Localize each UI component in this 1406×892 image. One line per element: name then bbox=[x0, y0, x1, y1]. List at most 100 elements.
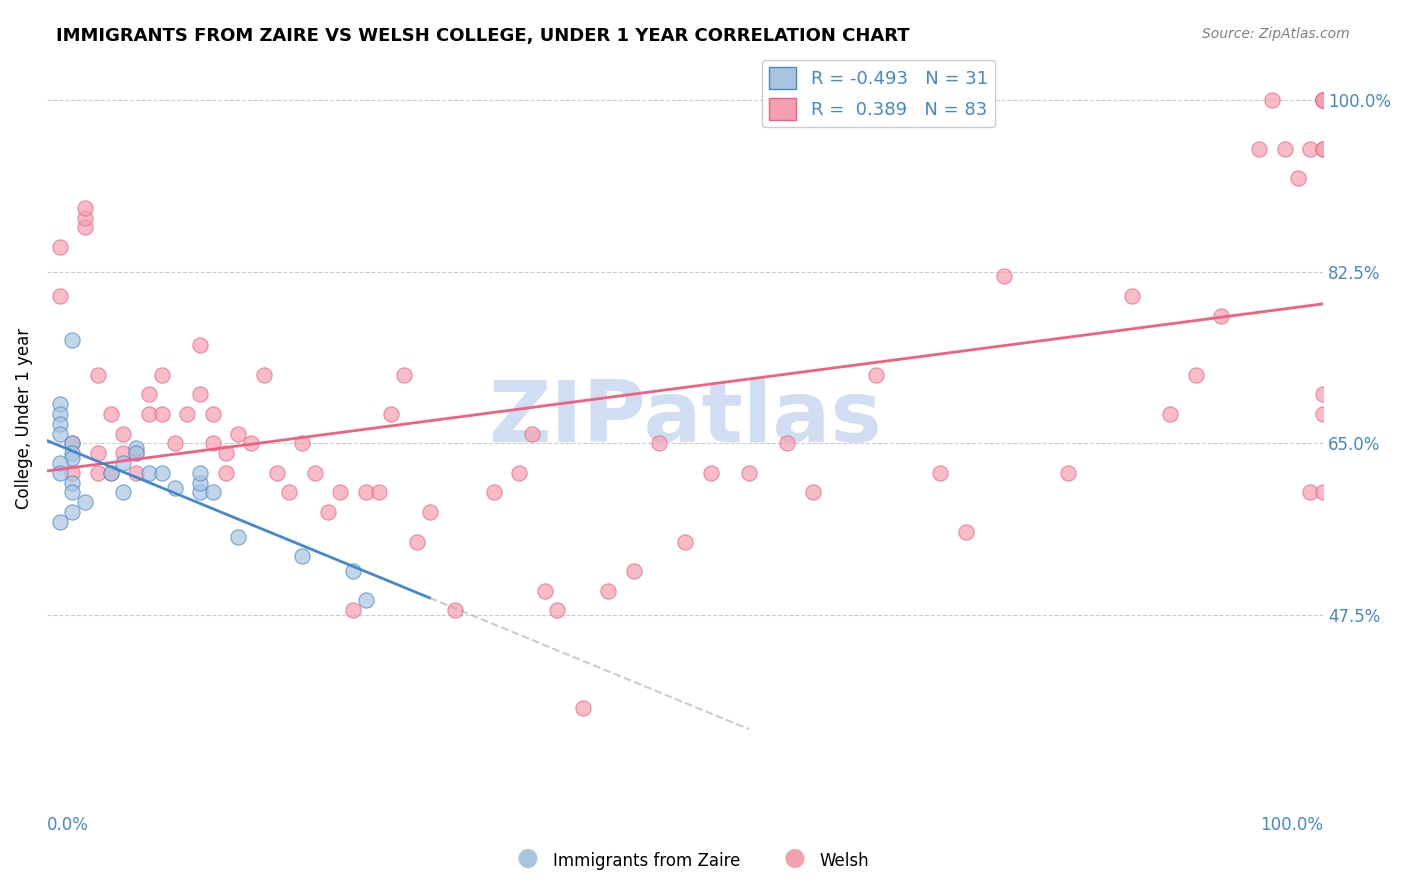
Point bbox=[201, 436, 224, 450]
Point bbox=[1184, 368, 1206, 382]
Point bbox=[394, 368, 416, 382]
Point bbox=[865, 368, 887, 382]
Point bbox=[304, 466, 326, 480]
Text: IMMIGRANTS FROM ZAIRE VS WELSH COLLEGE, UNDER 1 YEAR CORRELATION CHART: IMMIGRANTS FROM ZAIRE VS WELSH COLLEGE, … bbox=[56, 27, 910, 45]
Point bbox=[62, 436, 84, 450]
Point bbox=[48, 240, 70, 254]
Point bbox=[329, 485, 352, 500]
Legend: R = -0.493   N = 31, R =  0.389   N = 83: R = -0.493 N = 31, R = 0.389 N = 83 bbox=[762, 60, 995, 128]
Point bbox=[291, 436, 314, 450]
Point bbox=[533, 583, 555, 598]
Point bbox=[48, 407, 70, 421]
Text: 0.0%: 0.0% bbox=[46, 816, 89, 834]
Point bbox=[955, 524, 977, 539]
Point bbox=[62, 446, 84, 460]
Point bbox=[1261, 93, 1284, 107]
Point bbox=[188, 475, 211, 490]
Point bbox=[188, 387, 211, 401]
Point bbox=[1312, 93, 1334, 107]
Point bbox=[150, 466, 173, 480]
Point bbox=[1299, 142, 1322, 156]
Text: Source: ZipAtlas.com: Source: ZipAtlas.com bbox=[1202, 27, 1350, 41]
Point bbox=[214, 446, 236, 460]
Point bbox=[546, 603, 568, 617]
Point bbox=[1312, 93, 1334, 107]
Point bbox=[266, 466, 288, 480]
Point bbox=[87, 446, 110, 460]
Point bbox=[228, 530, 250, 544]
Point bbox=[87, 466, 110, 480]
Point bbox=[62, 505, 84, 519]
Point bbox=[125, 446, 148, 460]
Point bbox=[48, 515, 70, 529]
Text: ●: ● bbox=[783, 846, 806, 870]
Point bbox=[1312, 93, 1334, 107]
Point bbox=[188, 485, 211, 500]
Point bbox=[125, 442, 148, 456]
Point bbox=[316, 505, 339, 519]
Point bbox=[188, 466, 211, 480]
Point bbox=[406, 534, 429, 549]
Point bbox=[48, 426, 70, 441]
Point bbox=[138, 407, 160, 421]
Point bbox=[75, 495, 97, 509]
Point bbox=[1312, 387, 1334, 401]
Point bbox=[176, 407, 198, 421]
Point bbox=[62, 485, 84, 500]
Point bbox=[482, 485, 505, 500]
Point bbox=[125, 466, 148, 480]
Point bbox=[1312, 93, 1334, 107]
Point bbox=[572, 701, 595, 715]
Point bbox=[112, 456, 135, 470]
Point bbox=[62, 436, 84, 450]
Point bbox=[380, 407, 402, 421]
Point bbox=[1249, 142, 1271, 156]
Point bbox=[738, 466, 761, 480]
Point bbox=[62, 466, 84, 480]
Point bbox=[87, 368, 110, 382]
Point bbox=[1121, 289, 1143, 303]
Point bbox=[48, 417, 70, 431]
Text: ●: ● bbox=[516, 846, 538, 870]
Point bbox=[100, 466, 122, 480]
Point bbox=[508, 466, 530, 480]
Point bbox=[75, 201, 97, 215]
Point bbox=[291, 549, 314, 564]
Point bbox=[138, 466, 160, 480]
Point bbox=[1299, 485, 1322, 500]
Point bbox=[1286, 171, 1309, 186]
Point bbox=[801, 485, 824, 500]
Point bbox=[188, 338, 211, 352]
Point bbox=[48, 456, 70, 470]
Point bbox=[1312, 142, 1334, 156]
Point bbox=[342, 603, 364, 617]
Point bbox=[623, 564, 645, 578]
Point bbox=[419, 505, 441, 519]
Point bbox=[100, 466, 122, 480]
Text: Welsh: Welsh bbox=[820, 852, 869, 870]
Text: Immigrants from Zaire: Immigrants from Zaire bbox=[553, 852, 740, 870]
Point bbox=[354, 485, 377, 500]
Point bbox=[75, 220, 97, 235]
Point bbox=[112, 485, 135, 500]
Point bbox=[354, 593, 377, 607]
Point bbox=[278, 485, 301, 500]
Point bbox=[112, 446, 135, 460]
Point bbox=[62, 333, 84, 347]
Point bbox=[776, 436, 799, 450]
Point bbox=[598, 583, 620, 598]
Point bbox=[520, 426, 543, 441]
Point bbox=[48, 289, 70, 303]
Point bbox=[1057, 466, 1080, 480]
Point bbox=[163, 436, 186, 450]
Point bbox=[138, 387, 160, 401]
Point bbox=[699, 466, 721, 480]
Point bbox=[253, 368, 276, 382]
Point bbox=[444, 603, 467, 617]
Point bbox=[48, 466, 70, 480]
Point bbox=[240, 436, 263, 450]
Point bbox=[163, 481, 186, 495]
Point bbox=[62, 451, 84, 466]
Point bbox=[648, 436, 671, 450]
Point bbox=[62, 475, 84, 490]
